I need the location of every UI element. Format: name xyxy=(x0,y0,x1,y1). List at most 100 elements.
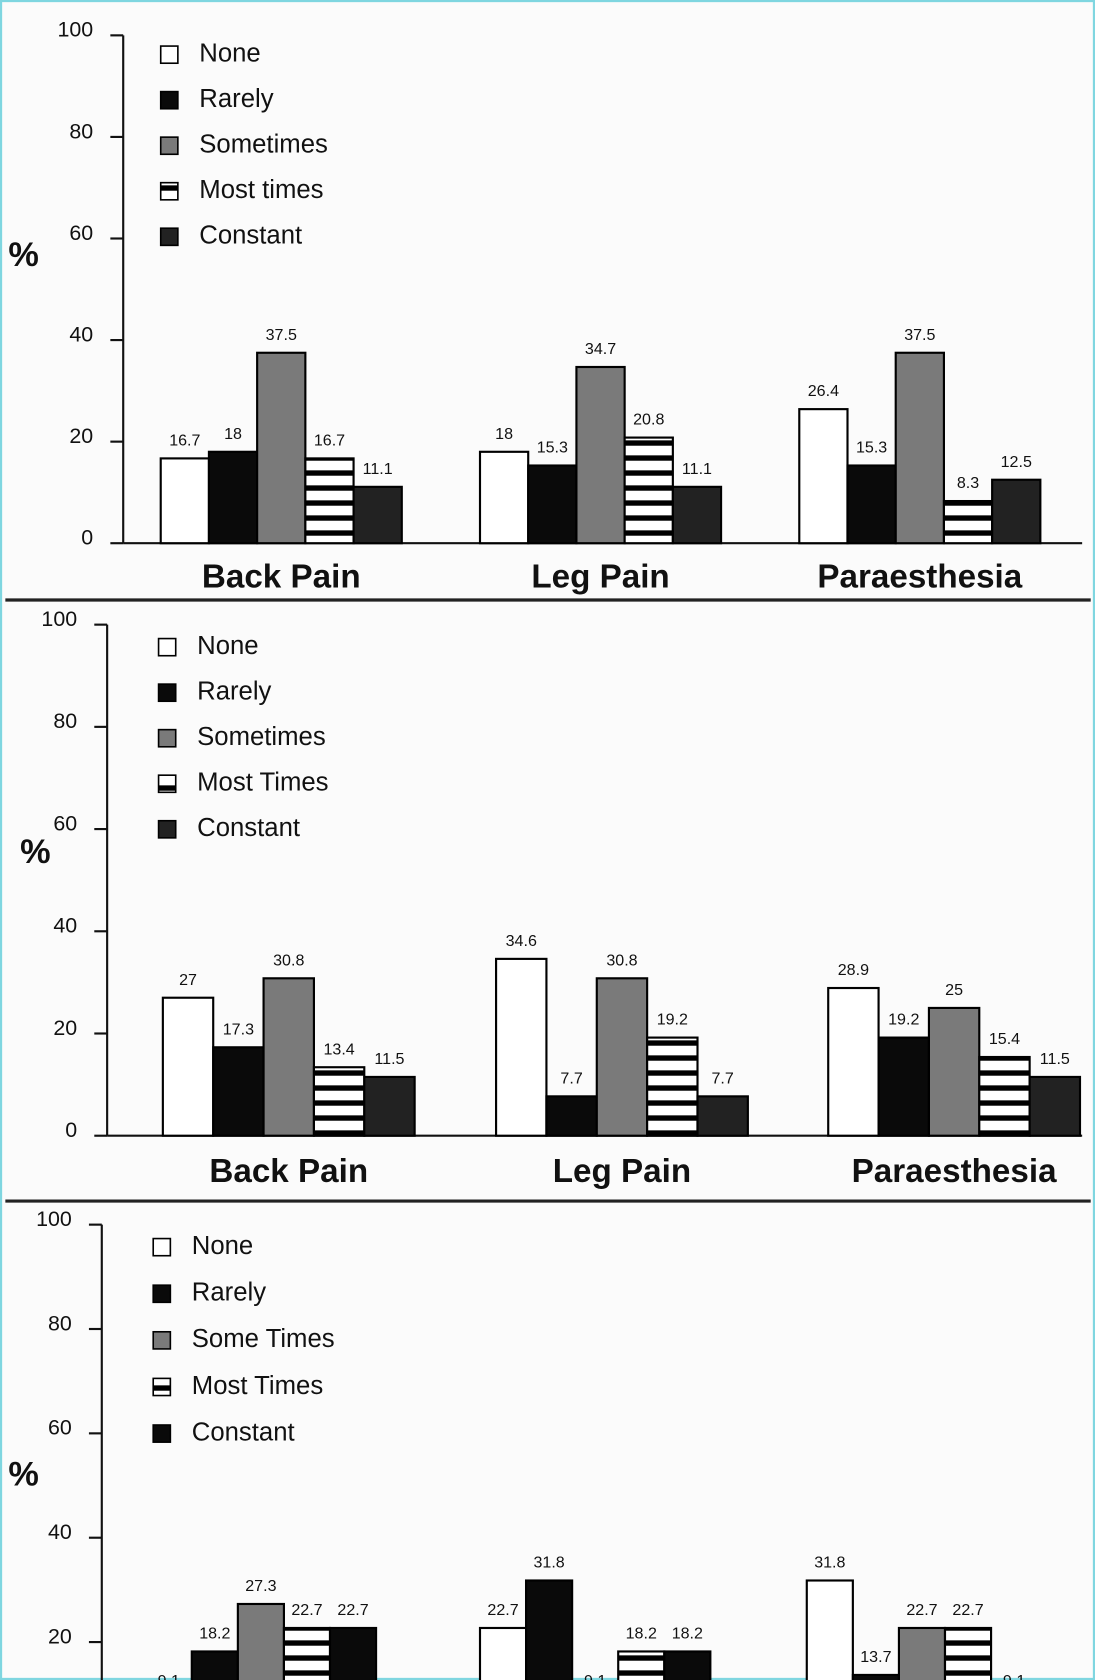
bar xyxy=(190,1650,239,1680)
value-label: 9.1 xyxy=(1003,1672,1025,1680)
value-label: 18.2 xyxy=(626,1625,657,1643)
y-tick-label: 20 xyxy=(53,1016,77,1040)
value-label: 30.8 xyxy=(606,951,637,969)
legend-swatch xyxy=(152,1284,172,1304)
legend-label: Sometimes xyxy=(199,131,328,159)
value-label: 34.7 xyxy=(585,340,616,358)
legend-swatch xyxy=(157,774,177,794)
bar xyxy=(894,351,945,545)
bar xyxy=(212,1046,265,1137)
bar xyxy=(207,450,259,545)
y-tick-label: 20 xyxy=(69,424,93,448)
y-tick-label: 40 xyxy=(48,1520,72,1544)
bar xyxy=(352,485,403,545)
value-label: 22.7 xyxy=(906,1601,937,1619)
value-label: 11.5 xyxy=(1040,1050,1070,1068)
bar xyxy=(827,986,880,1137)
bar xyxy=(851,1673,900,1680)
bar xyxy=(304,457,355,545)
legend-label: None xyxy=(192,1232,253,1260)
bar xyxy=(328,1626,378,1680)
value-label: 26.4 xyxy=(808,382,839,400)
bar xyxy=(595,977,649,1137)
value-label: 31.8 xyxy=(533,1554,564,1572)
legend-label: Rarely xyxy=(197,677,271,705)
value-label: 12.5 xyxy=(1001,453,1032,471)
bar xyxy=(527,464,578,545)
value-label: 27 xyxy=(179,971,197,989)
bar xyxy=(798,408,849,545)
value-label: 34.6 xyxy=(506,932,537,950)
bar xyxy=(991,478,1042,545)
legend-swatch xyxy=(152,1377,172,1397)
bar xyxy=(877,1036,930,1137)
value-label: 18 xyxy=(224,425,242,443)
y-tick-label: 60 xyxy=(53,811,77,835)
legend-swatch xyxy=(159,136,179,156)
value-label: 9.1 xyxy=(158,1672,180,1680)
legend-swatch xyxy=(157,728,177,748)
value-label: 37.5 xyxy=(904,326,935,344)
bar xyxy=(617,1650,666,1680)
value-label: 7.7 xyxy=(560,1069,582,1087)
bar xyxy=(927,1006,981,1137)
bar xyxy=(671,485,723,545)
y-tick-label: 40 xyxy=(53,914,77,938)
legend-label: Most times xyxy=(199,176,323,204)
legend-label: Most Times xyxy=(197,769,328,797)
bar xyxy=(978,1055,1031,1137)
y-axis-label: % xyxy=(20,833,50,871)
y-tick-label: 80 xyxy=(53,709,77,733)
legend-label: Rarely xyxy=(199,85,273,113)
y-tick-label: 60 xyxy=(48,1416,72,1440)
value-label: 31.8 xyxy=(814,1554,845,1572)
legend-label: Rarely xyxy=(192,1279,266,1307)
category-label: Back Pain xyxy=(209,1153,368,1190)
value-label: 11.1 xyxy=(363,460,393,478)
value-label: 7.7 xyxy=(712,1069,734,1087)
value-label: 18 xyxy=(495,425,513,443)
value-label: 11.1 xyxy=(682,460,712,478)
value-label: 30.8 xyxy=(273,951,304,969)
legend-swatch xyxy=(152,1424,172,1443)
value-label: 27.3 xyxy=(245,1577,276,1595)
bar xyxy=(236,1602,285,1680)
bar xyxy=(312,1066,366,1137)
y-tick-label: 0 xyxy=(81,526,93,550)
value-label: 22.7 xyxy=(952,1601,983,1619)
y-tick-label: 20 xyxy=(48,1624,72,1648)
legend-swatch xyxy=(159,181,179,201)
y-tick-label: 80 xyxy=(48,1311,72,1335)
value-label: 13.7 xyxy=(860,1648,891,1666)
y-tick-label: 100 xyxy=(57,18,93,42)
bar xyxy=(262,977,315,1137)
y-tick-label: 100 xyxy=(41,607,77,631)
value-label: 18.2 xyxy=(672,1625,703,1643)
legend-label: Most Times xyxy=(192,1372,323,1400)
y-tick-label: 40 xyxy=(69,322,93,346)
value-label: 22.7 xyxy=(291,1601,322,1619)
category-label: Paraesthesia xyxy=(852,1153,1057,1190)
bar xyxy=(256,351,307,545)
legend-swatch xyxy=(157,683,177,703)
value-label: 15.4 xyxy=(989,1030,1020,1048)
y-axis-label: % xyxy=(8,236,38,274)
bar xyxy=(846,464,897,545)
legend-label: None xyxy=(197,632,258,660)
bar xyxy=(159,457,210,545)
value-label: 13.4 xyxy=(323,1040,354,1058)
value-label: 22.7 xyxy=(487,1601,518,1619)
bar xyxy=(663,1650,712,1680)
y-tick-label: 100 xyxy=(36,1207,72,1231)
value-label: 25 xyxy=(945,981,963,999)
value-label: 22.7 xyxy=(337,1601,368,1619)
legend-label: None xyxy=(199,39,260,67)
value-label: 16.7 xyxy=(314,432,345,450)
legend-swatch xyxy=(157,819,177,839)
value-label: 19.2 xyxy=(888,1011,919,1029)
bar xyxy=(575,365,626,545)
bar xyxy=(478,1626,528,1680)
